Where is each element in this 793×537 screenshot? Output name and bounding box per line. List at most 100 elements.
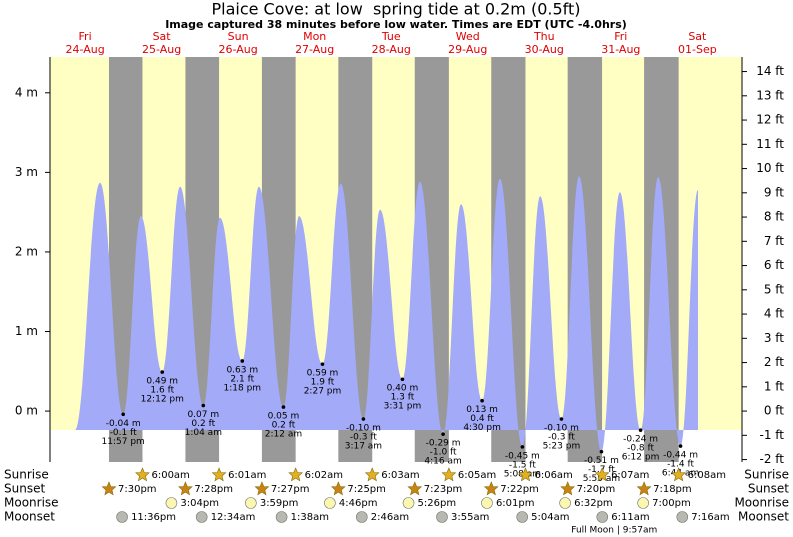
day-name: Thu [533,30,555,43]
y-tick-label: 2 m [15,244,38,258]
row-time: 7:25pm [347,484,386,495]
moon-icon [676,511,689,523]
row-time: 5:26pm [418,498,457,509]
moon-icon [436,511,448,523]
low-tide-dot [678,444,683,448]
low-tide-dot [361,417,366,421]
low-tide-height-m: 0.40 m [387,384,419,394]
moon-icon [596,511,609,523]
row-time: 6:07am [611,470,649,481]
low-tide-height-ft: 0.2 ft [191,419,215,429]
row-time: 6:08am [688,470,726,481]
day-name: Fri [614,30,627,43]
low-tide-height-ft: -0.3 ft [350,433,377,443]
day-name: Sat [688,30,707,43]
lower-strip [50,430,742,462]
tide-area [74,176,698,452]
row-label: Sunrise [744,468,789,482]
low-tide-height-m: -0.10 m [346,424,381,434]
y-tick-label: 0 m [15,404,38,418]
low-tide-height-m: -0.10 m [544,424,579,434]
row-time: 7:27pm [271,484,310,495]
low-tide-dot [400,377,405,382]
row-time: 7:30pm [118,484,157,495]
row-time: 6:01pm [496,498,535,509]
low-tide-height-m: 0.49 m [146,377,178,387]
y2-tick-label: 6 ft [764,258,784,272]
low-tide-height-ft: 2.1 ft [230,374,254,384]
row-time: 6:00am [151,470,189,481]
y-tick-label: 1 m [15,324,38,338]
low-tide-dot [281,405,286,409]
row-time: 4:46pm [339,498,378,509]
low-tide-height-m: -0.45 m [505,451,540,461]
day-date: 29-Aug [448,43,487,56]
sun-icon [135,467,150,482]
day-date: 31-Aug [601,43,640,56]
low-tide-dot [559,417,564,421]
row-time: 6:02am [305,470,343,481]
low-tide-time: 5:55 am [583,474,620,484]
row-time: 3:04pm [180,498,219,509]
low-tide-dot [638,428,643,432]
low-tide-height-ft: 1.6 ft [150,386,174,396]
row-time: 1:38am [291,512,329,523]
row-time: 7:00pm [652,498,691,509]
low-tide-dot [599,449,604,454]
y-tick-label: 4 m [15,85,38,99]
day-date: 25-Aug [142,43,181,56]
moon-icon [516,511,528,523]
moon-icon [559,497,571,509]
sun-icon [671,467,687,482]
y2-tick-label: 13 ft [756,88,784,102]
moon-icon [402,497,415,509]
row-time: 7:18pm [653,484,692,495]
sun-icon [441,467,457,482]
low-tide-time: 4:30 pm [463,423,501,433]
row-time: 5:04am [531,512,569,523]
day-date: 30-Aug [525,43,564,56]
sun-icon [364,467,380,482]
low-tide-height-ft: -1.4 ft [667,460,694,470]
low-tide-height-m: 0.05 m [268,412,300,422]
sun-icon [330,481,346,496]
low-tide-dot [320,362,325,366]
low-tide-time: 1:04 am [185,428,222,438]
row-time: 11:36pm [131,512,176,523]
sun-icon [636,481,652,496]
y2-tick-label: -1 ft [760,428,785,442]
y2-tick-label: 5 ft [764,282,784,296]
day-name: Wed [456,30,480,43]
low-tide-time: 5:23 pm [543,442,581,452]
y2-tick-label: 14 ft [756,64,784,78]
row-time: 3:59pm [260,498,299,509]
low-tide-height-m: -0.51 m [584,456,619,466]
day-date: 26-Aug [219,43,258,56]
row-time: 7:16am [691,512,729,523]
moon-icon [324,497,336,509]
low-tide-height-ft: -1.5 ft [509,460,536,470]
low-tide-time: 3:31 pm [384,402,422,412]
moon-icon [637,497,649,509]
low-tide-dot [520,445,525,449]
sun-icon [407,481,423,496]
sun-icon [211,467,227,482]
sun-icon [254,481,270,496]
moon-icon [165,497,178,509]
row-time: 7:23pm [424,484,463,495]
day-name: Tue [381,30,401,43]
sun-icon [288,467,304,482]
row-time: 7:22pm [500,484,539,495]
low-tide-time: 1:18 pm [224,383,262,393]
low-tide-height-m: 0.07 m [187,410,219,420]
low-tide-dot [441,432,445,436]
row-time: 7:28pm [194,484,233,495]
low-tide-height-ft: -0.3 ft [548,433,575,443]
sun-icon [101,481,117,496]
row-time: 6:32pm [574,498,613,509]
row-time: 6:11am [611,512,649,523]
low-tide-dot [121,412,125,417]
day-name: Fri [79,30,92,43]
row-time: 6:03am [381,470,419,481]
row-time: 6:06am [534,470,572,481]
